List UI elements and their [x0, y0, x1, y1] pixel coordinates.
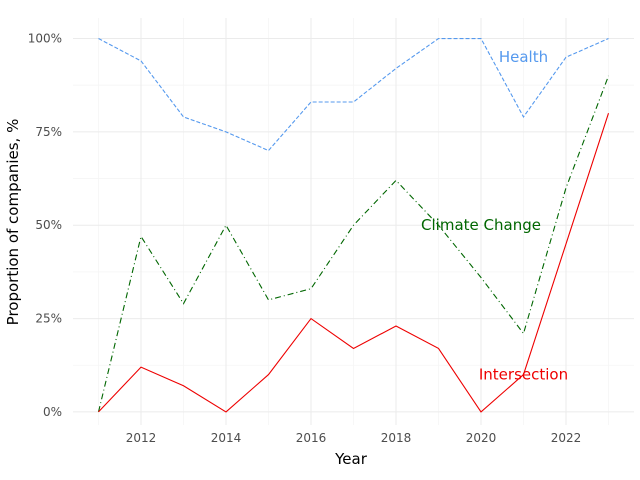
grid	[73, 18, 634, 425]
climate-change-series-label: Climate Change	[421, 216, 541, 234]
y-tick-labels: 0% 25% 50% 75% 100%	[28, 32, 62, 419]
y-tick-label: 25%	[35, 312, 62, 326]
x-axis-title: Year	[334, 450, 368, 468]
x-tick-label: 2016	[296, 431, 327, 445]
x-tick-label: 2018	[381, 431, 412, 445]
x-tick-label: 2022	[551, 431, 582, 445]
health-series-line	[98, 37, 609, 152]
y-tick-label: 0%	[43, 405, 62, 419]
y-tick-label: 50%	[35, 218, 62, 232]
x-tick-label: 2020	[466, 431, 497, 445]
climate-change-series-line	[97, 75, 610, 413]
intersection-series-label: Intersection	[479, 366, 568, 384]
x-tick-label: 2014	[211, 431, 242, 445]
y-tick-label: 75%	[35, 125, 62, 139]
x-tick-label: 2012	[126, 431, 157, 445]
health-series-label: Health	[499, 48, 548, 66]
intersection-series-line	[98, 113, 610, 413]
x-tick-labels: 2012 2014 2016 2018 2020 2022	[126, 431, 582, 445]
y-tick-label: 100%	[28, 32, 62, 46]
y-axis-title: Proportion of companies, %	[4, 119, 22, 326]
series-lines	[97, 37, 610, 413]
series-labels: Health Climate Change Intersection	[421, 48, 568, 383]
